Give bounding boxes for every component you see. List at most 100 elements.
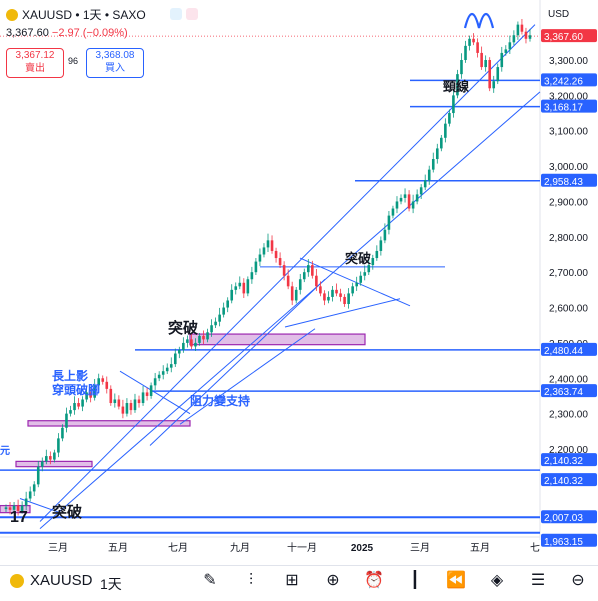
candle-body <box>93 385 96 398</box>
candle-body <box>339 293 342 297</box>
x-tick-label: 七 <box>530 542 540 554</box>
alarm-icon[interactable]: ⏰ <box>364 572 384 589</box>
candle-body <box>464 45 467 60</box>
price-label-bg <box>541 510 597 524</box>
candle-body <box>331 289 334 297</box>
symbol-header[interactable]: XAUUSD • 1天 • SAXO <box>6 6 146 23</box>
more-icon[interactable]: ⊖ <box>571 572 585 589</box>
candle-body <box>323 293 326 301</box>
zone-box <box>27 420 191 427</box>
buy-price: 3,368.08 <box>95 50 135 61</box>
trend-line <box>119 370 191 415</box>
trend-line <box>149 278 326 446</box>
candle-body <box>383 229 387 241</box>
candle-body <box>440 137 443 149</box>
candle-body <box>210 325 213 333</box>
candle-body <box>153 378 157 386</box>
candle-body <box>16 505 20 511</box>
candle-body <box>157 374 161 379</box>
candle-icon[interactable]: ┃ <box>410 572 420 589</box>
candle-body <box>484 60 487 68</box>
layers-icon[interactable]: ◈ <box>490 572 504 589</box>
double-top-mark <box>463 12 495 29</box>
y-tick-label: 3,300.00 <box>549 56 588 67</box>
candle-body <box>165 367 169 372</box>
candle-body <box>496 67 500 82</box>
status-chip-pink[interactable] <box>186 8 198 20</box>
candle-body <box>476 42 479 53</box>
candle-body <box>8 507 12 510</box>
candle-body <box>363 272 367 276</box>
candle-body <box>391 208 395 216</box>
candle-body <box>202 335 205 340</box>
y-tick-label: 3,200.00 <box>549 91 588 102</box>
candle-body <box>129 403 133 411</box>
candle-body <box>415 194 419 202</box>
candle-body <box>403 194 407 198</box>
trend-line <box>179 328 316 425</box>
candle-body <box>20 505 24 511</box>
trend-line <box>284 298 401 328</box>
replay-icon[interactable]: ⏪ <box>446 572 466 589</box>
candle-body <box>238 282 242 287</box>
chart-annotation: 元 <box>0 445 10 457</box>
price-label: 2,958.43 <box>544 177 583 188</box>
candle-body <box>230 289 234 301</box>
candle-body <box>286 275 290 287</box>
plus-circle-icon[interactable]: ⊕ <box>326 572 340 589</box>
bottom-symbol[interactable]: XAUUSD <box>10 572 93 589</box>
candle-body <box>407 194 411 209</box>
status-chip-blue[interactable] <box>170 8 182 20</box>
candle-body <box>431 159 435 170</box>
chart-annotation: 頸線 <box>443 79 470 94</box>
candle-body <box>335 289 338 294</box>
quote-line: 3,367.60 −2.97 (−0.09%) <box>6 27 128 39</box>
candle-body <box>298 279 302 290</box>
candle-body <box>141 392 145 404</box>
currency-label: USD <box>548 9 569 20</box>
sell-price: 3,367.12 <box>15 50 55 61</box>
trend-line <box>39 24 536 522</box>
candle-body <box>214 321 217 326</box>
candle-body <box>319 286 322 294</box>
price-axis <box>540 0 598 565</box>
candle-body <box>528 35 532 39</box>
buy-button[interactable]: 3,368.08 買入 <box>86 48 144 78</box>
candle-body <box>194 342 197 347</box>
chart-annotation: 穿頭破腳 <box>52 382 100 397</box>
price-label: 1,963.15 <box>544 537 583 548</box>
gold-coin-icon <box>10 573 24 588</box>
candle-body <box>460 60 463 75</box>
price-label-bg <box>541 99 597 113</box>
bottom-toolbar <box>0 565 598 601</box>
gold-coin-icon <box>6 8 18 21</box>
sell-button[interactable]: 3,367.12 賣出 <box>6 48 64 78</box>
candle-body <box>427 169 431 181</box>
candle-body <box>206 332 209 340</box>
bottom-ticker: XAUUSD <box>30 572 93 589</box>
grid-icon[interactable]: ⊞ <box>285 572 299 589</box>
pen-icon[interactable]: ✎ <box>203 572 217 589</box>
candle-body <box>456 74 459 96</box>
candle-body <box>512 35 516 43</box>
candle-body <box>258 254 262 262</box>
settings-icon[interactable]: ☰ <box>530 572 546 589</box>
candle-body <box>359 275 363 283</box>
candle-body <box>137 399 141 404</box>
candle-body <box>178 349 181 354</box>
x-tick-label: 三月 <box>48 542 68 554</box>
y-tick-label: 2,200.00 <box>549 445 588 456</box>
candle-body <box>161 371 165 375</box>
price-label-bg <box>541 29 597 43</box>
y-tick-label: 2,300.00 <box>549 410 588 421</box>
candle-body <box>45 456 48 462</box>
x-tick-label: 十一月 <box>287 541 317 554</box>
chart-annotation: 阻力變支持 <box>190 393 250 408</box>
candle-body <box>379 240 383 251</box>
timeframe-button[interactable]: 1天 <box>100 576 122 592</box>
candle-body <box>65 413 68 428</box>
y-tick-label: 3,000.00 <box>549 162 588 173</box>
chart-indicator-icon[interactable]: ⫶ <box>248 572 253 589</box>
candle-body <box>274 250 278 259</box>
